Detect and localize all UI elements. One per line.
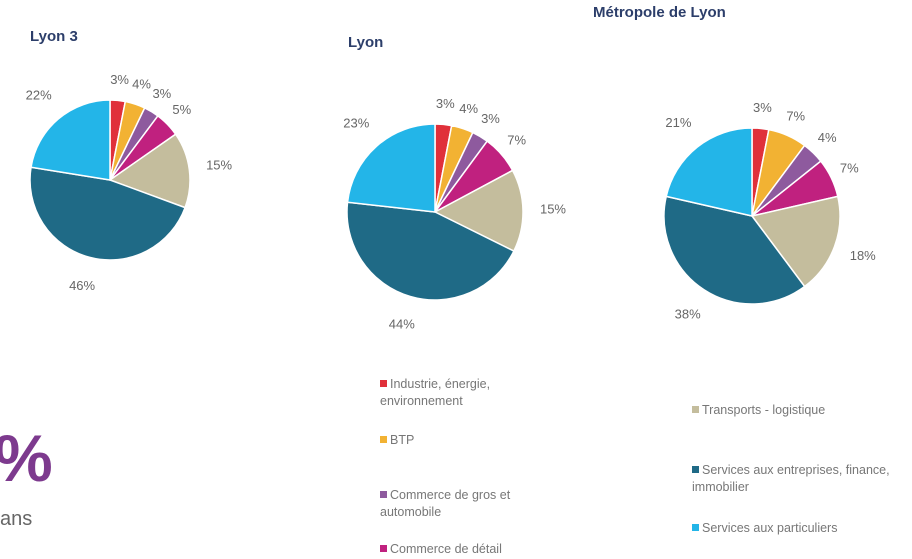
data-label: 3% bbox=[753, 100, 772, 115]
legend-label: Services aux entreprises, finance, immob… bbox=[692, 463, 890, 494]
data-label: 3% bbox=[436, 96, 455, 111]
data-label: 46% bbox=[69, 278, 95, 293]
data-label: 18% bbox=[850, 248, 876, 263]
pie-slice bbox=[663, 195, 806, 305]
legend-swatch bbox=[692, 524, 699, 531]
legend-entry: Services aux entreprises, finance, immob… bbox=[692, 462, 912, 496]
chart-title: Lyon bbox=[348, 34, 384, 51]
data-label: 3% bbox=[152, 86, 171, 101]
pie-slice bbox=[30, 99, 111, 181]
legend-swatch bbox=[380, 380, 387, 387]
data-label: 38% bbox=[675, 306, 701, 321]
data-label: 22% bbox=[26, 88, 52, 103]
data-label: 21% bbox=[665, 115, 691, 130]
chart-title: Métropole de Lyon bbox=[593, 4, 726, 21]
legend-entry: Transports - logistique bbox=[692, 402, 912, 419]
legend-swatch bbox=[692, 466, 699, 473]
legend-entry: Commerce de détail bbox=[380, 541, 560, 558]
legend-entry: BTP bbox=[380, 432, 560, 449]
pie-slice bbox=[433, 169, 524, 253]
data-label: 7% bbox=[507, 133, 526, 148]
legend-swatch bbox=[380, 436, 387, 443]
legend-swatch bbox=[380, 491, 387, 498]
legend-entry: Services aux particuliers bbox=[692, 520, 912, 537]
caption: ans bbox=[0, 508, 33, 530]
legend-entry: Commerce de gros et automobile bbox=[380, 487, 560, 521]
legend-label: Commerce de détail bbox=[390, 542, 502, 556]
legend-swatch bbox=[692, 406, 699, 413]
data-label: 4% bbox=[459, 101, 478, 116]
data-label: 44% bbox=[389, 317, 415, 332]
data-label: 15% bbox=[540, 202, 566, 217]
data-label: 4% bbox=[818, 130, 837, 145]
pie-slice bbox=[665, 127, 753, 217]
data-label: 23% bbox=[343, 115, 369, 130]
data-label: 3% bbox=[110, 72, 129, 87]
legend-label: BTP bbox=[390, 433, 415, 447]
data-label: 7% bbox=[840, 161, 859, 176]
legend-label: Industrie, énergie, environnement bbox=[380, 377, 491, 408]
pie-slice bbox=[346, 123, 436, 213]
data-label: 5% bbox=[172, 102, 191, 117]
legend-label: Commerce de gros et automobile bbox=[380, 488, 511, 519]
legend-label: Services aux particuliers bbox=[702, 521, 838, 535]
legend-entry: Industrie, énergie, environnement bbox=[380, 376, 560, 410]
data-label: 3% bbox=[481, 111, 500, 126]
pie-slice bbox=[29, 166, 187, 261]
data-label: 7% bbox=[786, 109, 805, 124]
legend-swatch bbox=[380, 545, 387, 552]
pie-slice bbox=[346, 201, 515, 301]
data-label: 15% bbox=[206, 157, 232, 172]
chart-title: Lyon 3 bbox=[30, 28, 78, 45]
data-label: 4% bbox=[132, 77, 151, 92]
pie-slice bbox=[108, 133, 191, 209]
pie-slice bbox=[750, 195, 841, 288]
legend-label: Transports - logistique bbox=[702, 403, 826, 417]
big-number: % bbox=[0, 420, 53, 496]
